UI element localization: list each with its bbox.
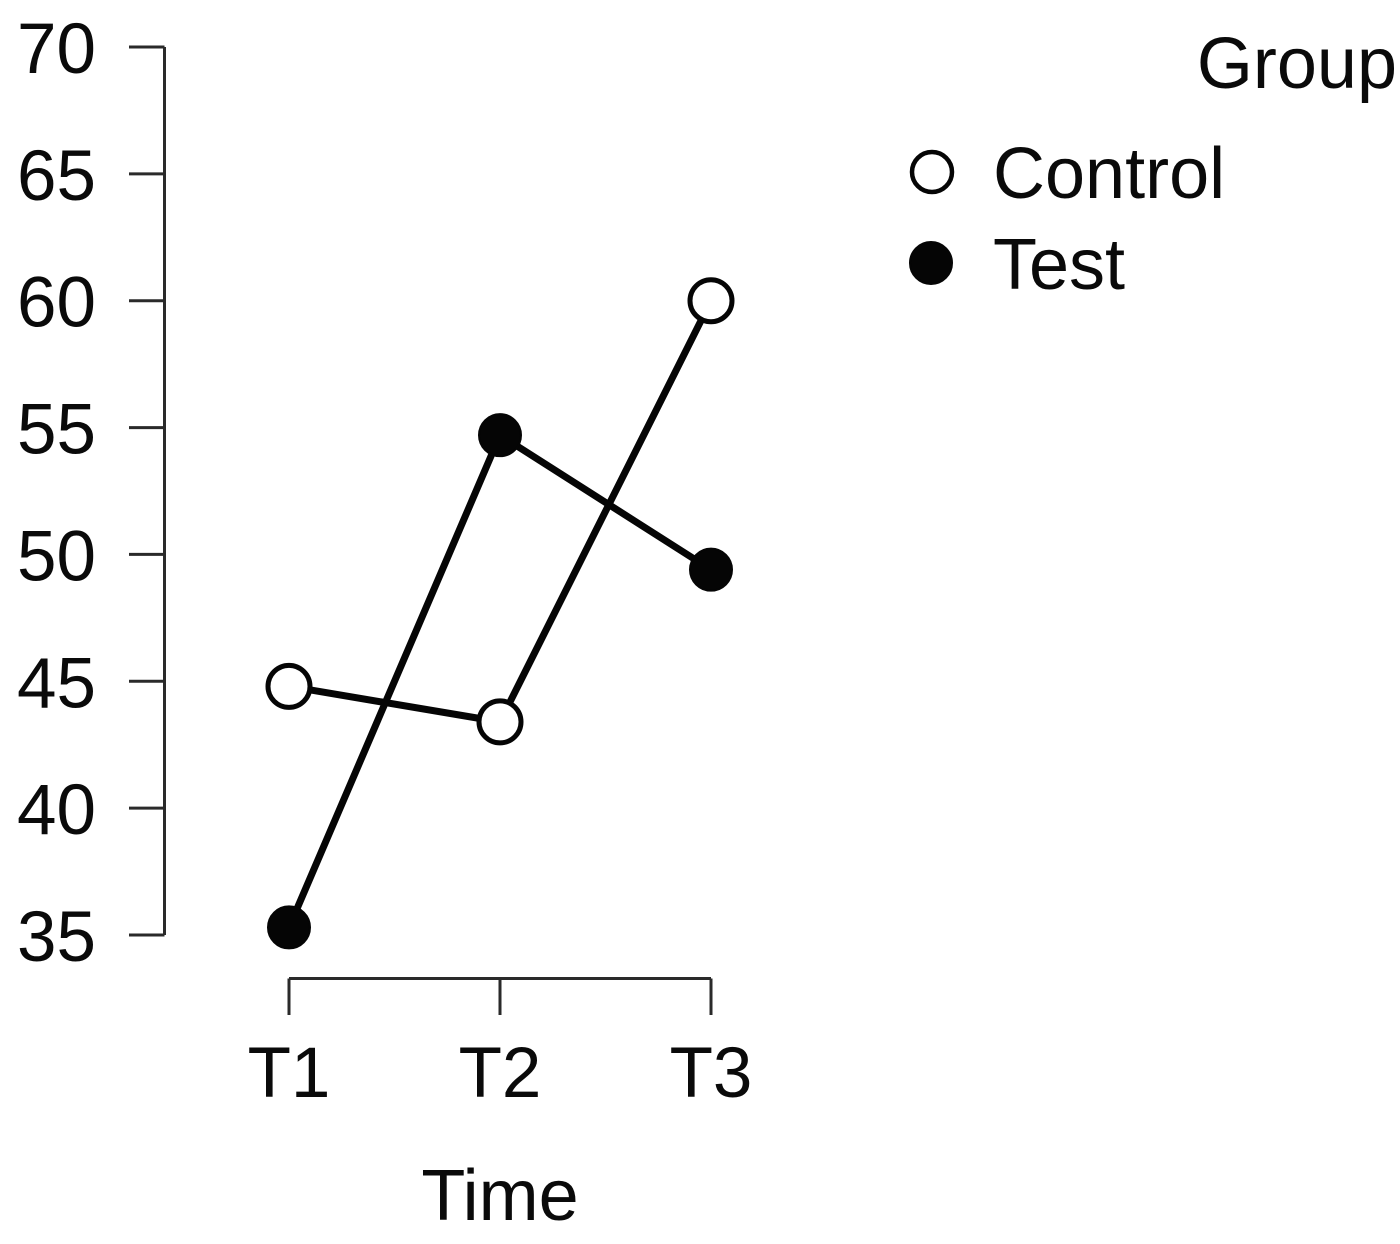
y-tick-label-65: 65: [17, 137, 96, 216]
legend-open-circle-icon: [909, 149, 955, 195]
y-tick-label-50: 50: [17, 517, 96, 596]
x-axis: T1 T2 T3: [248, 977, 753, 1113]
y-tick-label-45: 45: [17, 644, 96, 723]
x-tick-label-T2: T2: [459, 1034, 542, 1113]
y-tick-label-35: 35: [17, 898, 96, 977]
series-lines: [285, 297, 715, 931]
legend-title: Group: [1197, 24, 1397, 104]
x-tick-label-T3: T3: [670, 1034, 753, 1113]
test-series-line: [285, 431, 715, 931]
x-tick-label-T1: T1: [248, 1034, 331, 1113]
y-tick-label-40: 40: [17, 771, 96, 850]
y-axis: 70 65 60 55 50 45 40 35: [17, 10, 166, 977]
legend-label-control: Control: [993, 134, 1225, 214]
test-point-T2: [478, 413, 522, 458]
x-axis-title: Time: [421, 1156, 578, 1236]
legend-label-test: Test: [993, 225, 1125, 305]
y-tick-label-70: 70: [17, 10, 96, 89]
control-point-T2: [476, 698, 524, 746]
control-point-T3: [687, 277, 735, 325]
legend: Group Control Test: [909, 24, 1397, 305]
y-tick-label-60: 60: [17, 264, 96, 343]
test-point-T3: [689, 547, 733, 592]
test-point-T1: [267, 905, 311, 950]
series-markers: [265, 277, 735, 950]
control-point-T1: [265, 662, 313, 710]
control-series-line: [285, 297, 715, 726]
y-tick-label-55: 55: [17, 391, 96, 470]
legend-filled-circle-icon: [909, 241, 953, 285]
